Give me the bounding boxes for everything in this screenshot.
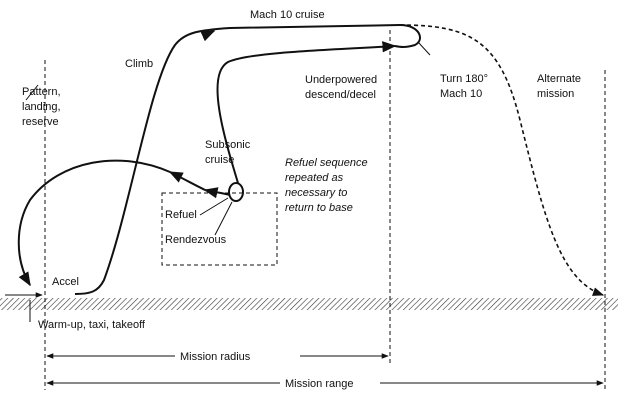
landing-path xyxy=(17,159,171,287)
alternate-path xyxy=(399,24,605,296)
label: mission xyxy=(537,88,574,100)
label: Climb xyxy=(125,58,153,70)
label: Warm-up, taxi, takeoff xyxy=(38,319,146,331)
outbound-path xyxy=(74,23,421,295)
label: descend/decel xyxy=(305,89,376,101)
label: landing, xyxy=(22,101,61,113)
label: reserve xyxy=(22,116,59,128)
label: Mission radius xyxy=(180,351,251,363)
label: Mach 10 xyxy=(440,88,482,100)
label: Subsonic xyxy=(205,139,251,151)
return-path xyxy=(216,41,397,184)
arrow xyxy=(203,187,231,199)
label: Mach 10 cruise xyxy=(250,9,325,21)
label: Refuel xyxy=(165,209,197,221)
leader xyxy=(214,201,233,236)
leader xyxy=(417,41,431,56)
refuel-loop xyxy=(228,182,244,202)
leader xyxy=(199,197,229,216)
label: cruise xyxy=(205,154,234,166)
label: Mission range xyxy=(285,378,353,390)
label: Rendezvous xyxy=(165,234,227,246)
label: repeated as xyxy=(285,172,344,184)
arrow xyxy=(168,171,206,191)
leader xyxy=(25,84,39,101)
label: Underpowered xyxy=(305,74,377,86)
label: necessary to xyxy=(285,187,347,199)
arrow xyxy=(200,30,216,42)
label: Alternate xyxy=(537,73,581,85)
label: Pattern, xyxy=(22,86,61,98)
refuel-box xyxy=(161,192,278,266)
label: Refuel sequence xyxy=(285,157,368,169)
label: return to base xyxy=(285,202,353,214)
label: Turn 180° xyxy=(440,73,488,85)
ground xyxy=(0,298,618,310)
label: Accel xyxy=(52,276,79,288)
label-bg xyxy=(280,376,380,390)
label-bg xyxy=(175,349,300,363)
